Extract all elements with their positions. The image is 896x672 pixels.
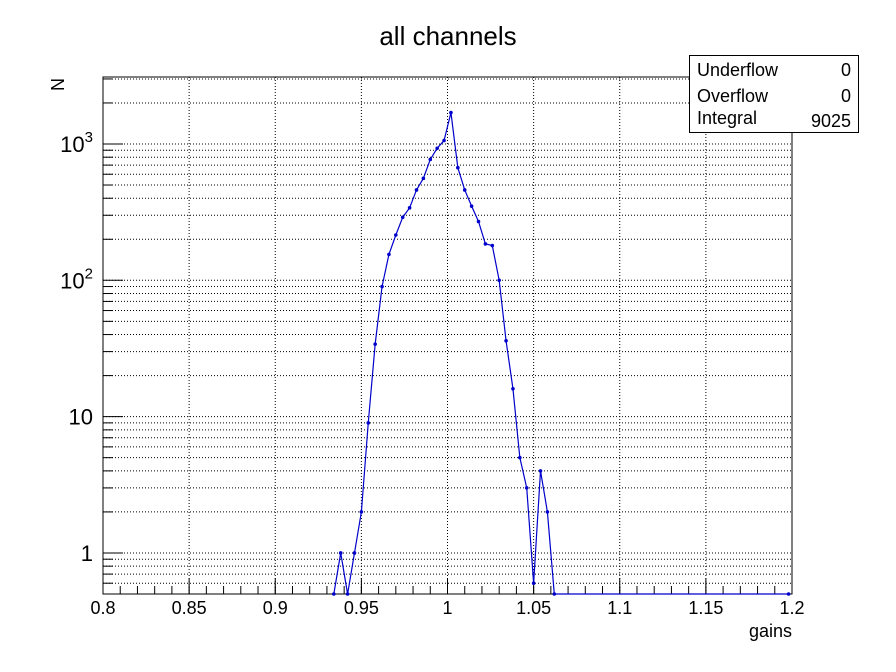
data-point	[552, 592, 557, 596]
stats-label-underflow: Underflow	[697, 60, 779, 80]
x-tick-label: 0.95	[344, 598, 379, 618]
stats-value-underflow: 0	[840, 60, 851, 80]
data-point	[469, 204, 474, 208]
data-series	[332, 110, 791, 596]
x-tick-label: 1.05	[516, 598, 551, 618]
y-tick-label: 1	[81, 541, 93, 566]
data-point	[497, 278, 501, 283]
x-tick-labels: 0.8 0.85 0.9 0.95 1 1.05 1.1 1.15 1.2	[90, 598, 804, 618]
data-point	[380, 284, 384, 289]
data-point	[442, 138, 446, 143]
data-point	[518, 455, 522, 460]
stats-box: Underflow 0 Overflow 0 Integral 9025	[689, 55, 859, 133]
data-point	[511, 387, 515, 391]
stats-row-overflow: Overflow 0	[697, 86, 851, 110]
grid-lines	[103, 77, 792, 595]
data-point	[338, 551, 343, 555]
data-point	[483, 242, 488, 246]
stats-value-overflow: 0	[840, 86, 851, 106]
data-point	[400, 215, 405, 220]
x-tick-label: 0.85	[172, 598, 207, 618]
stats-row-underflow: Underflow 0	[697, 60, 851, 84]
data-point	[435, 146, 439, 151]
x-tick-label: 1.1	[607, 598, 632, 618]
data-point	[538, 469, 543, 473]
data-point	[449, 110, 453, 115]
chart-title: all channels	[379, 21, 516, 51]
data-point	[366, 421, 371, 425]
data-point	[490, 243, 495, 248]
series-line	[333, 112, 789, 595]
data-point	[332, 592, 336, 596]
y-tick-label: 102	[60, 265, 93, 293]
data-point	[504, 338, 508, 343]
stats-label-overflow: Overflow	[697, 86, 769, 106]
x-tick-label: 1.2	[779, 598, 804, 618]
x-tick-label: 1	[442, 598, 452, 618]
data-point	[476, 219, 481, 224]
stats-value-integral: 9025	[810, 111, 851, 131]
y-tick-labels: 1 10 102 103	[60, 129, 93, 566]
y-axis-label: N	[48, 78, 68, 91]
data-point	[352, 551, 357, 555]
data-point	[394, 233, 398, 237]
y-tick-label: 103	[60, 129, 93, 157]
data-point	[462, 188, 467, 192]
data-point	[456, 165, 460, 170]
data-point	[524, 486, 529, 490]
data-point	[531, 581, 536, 586]
data-point	[345, 592, 350, 596]
data-point	[786, 592, 791, 596]
data-point	[421, 176, 426, 181]
data-point	[545, 510, 550, 514]
data-point	[359, 510, 364, 514]
data-point	[407, 206, 412, 210]
stats-label-integral: Integral	[697, 108, 758, 128]
stats-row-integral: Integral 9025	[697, 108, 851, 132]
x-tick-label: 0.9	[263, 598, 288, 618]
data-point	[414, 188, 419, 192]
data-point	[373, 342, 377, 346]
x-tick-label: 0.8	[90, 598, 115, 618]
y-tick-label: 10	[69, 405, 93, 430]
data-point	[387, 252, 391, 257]
x-tick-label: 1.15	[688, 598, 723, 618]
axis-ticks	[102, 78, 793, 595]
data-point	[428, 157, 433, 162]
x-axis-label: gains	[749, 621, 792, 641]
